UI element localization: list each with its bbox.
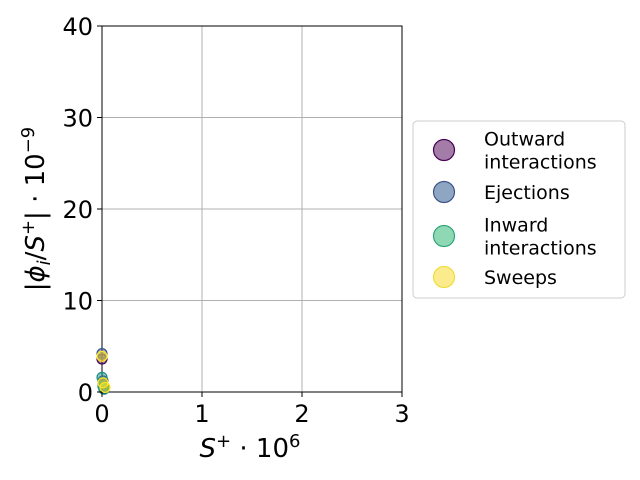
grid-lines xyxy=(101,25,403,393)
data-point-sweeps xyxy=(99,381,111,394)
data-points xyxy=(96,347,111,395)
data-point-sweeps xyxy=(96,350,108,362)
legend-label: interactions xyxy=(484,152,597,174)
svg-text:|ϕi/S+| · 10−9: |ϕi/S+| · 10−9 xyxy=(18,127,55,292)
x-tick-label: 2 xyxy=(294,400,309,428)
y-tick-label: 30 xyxy=(62,105,93,133)
y-tick-label: 0 xyxy=(78,379,93,407)
legend-marker xyxy=(432,224,456,248)
legend-label: Outward xyxy=(484,129,565,151)
legend-marker xyxy=(432,138,456,162)
y-tick-label: 10 xyxy=(62,288,93,316)
legend-box xyxy=(412,120,626,299)
legend-label: Ejections xyxy=(484,182,570,204)
y-axis-label: |ϕi/S+| · 10−9 xyxy=(18,127,55,292)
x-tick-label: 0 xyxy=(94,400,109,428)
y-tick-label: 40 xyxy=(62,13,93,41)
legend-label: Sweeps xyxy=(484,267,557,289)
legend-marker xyxy=(432,265,456,289)
legend-item-sweeps: Sweeps xyxy=(432,265,557,289)
x-tick-label: 1 xyxy=(194,400,209,428)
legend-label: Inward xyxy=(484,215,548,237)
x-axis-label: S+ · 106 xyxy=(200,431,301,464)
legend-label: interactions xyxy=(484,238,597,260)
legend: OutwardinteractionsEjectionsInwardintera… xyxy=(412,120,626,299)
svg-text:S+ · 106: S+ · 106 xyxy=(200,431,301,464)
y-tick-label: 20 xyxy=(62,196,93,224)
x-tick-label: 3 xyxy=(394,400,409,428)
legend-marker xyxy=(432,180,456,204)
legend-item-ejections: Ejections xyxy=(432,180,570,204)
